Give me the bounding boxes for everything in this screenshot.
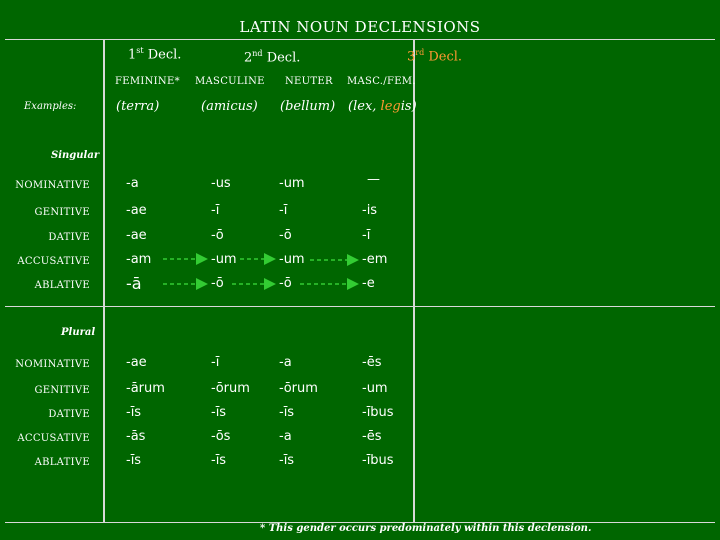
ending-cell: -īs [279,453,295,468]
case-label: DATIVE [48,409,90,420]
header-rule [5,39,715,40]
ending-cell: -us [211,176,231,191]
third-declension-header: 3rd Decl. [407,48,463,65]
singular-label: Singular [51,150,100,161]
ending-cell: -ēs [362,429,382,444]
example-lex: (lex, legis) [348,99,417,114]
ending-cell: -īs [211,453,227,468]
footer-rule [5,522,715,523]
ending-cell: -ō [211,276,224,291]
ending-cell: -ī [279,203,288,218]
ending-cell: -īs [279,405,295,420]
ending-cell: -am [126,252,152,267]
plural-label: Plural [61,327,96,338]
gender-neuter: NEUTER [285,76,333,87]
case-label: ACCUSATIVE [17,433,90,444]
footnote: * This gender occurs predominately withi… [260,523,592,534]
case-label: GENITIVE [34,385,90,396]
ending-cell: -ō [279,228,292,243]
ending-cell: -ā [126,274,142,293]
gender-masc-fem: MASC./FEM. [347,76,416,87]
example-terra: (terra) [116,99,160,114]
ending-cell: -um [279,252,305,267]
examples-label: Examples: [24,101,77,112]
ending-cell: -īs [126,453,142,468]
ending-cell: -is [362,203,378,218]
ending-cell: — [367,172,380,187]
ending-cell: -em [362,252,388,267]
ending-cell: -īs [126,405,142,420]
ending-cell: -ī [211,203,220,218]
ending-cell: -ae [126,228,147,243]
ending-cell: -e [362,276,375,291]
ending-cell: -ōrum [279,381,318,396]
ending-cell: -ārum [126,381,165,396]
ending-cell: -ae [126,203,147,218]
case-label: ABLATIVE [34,280,90,291]
example-bellum: (bellum) [280,99,336,114]
gender-masculine: MASCULINE [195,76,265,87]
ending-cell: -ēs [362,355,382,370]
ending-cell: -ō [211,228,224,243]
ending-cell: -a [279,355,292,370]
case-label: NOMINATIVE [15,359,90,370]
ending-cell: -ī [362,228,371,243]
second-declension-header: 2nd Decl. [244,49,301,66]
ending-cell: -ībus [362,405,394,420]
ending-cell: -um [362,381,388,396]
gender-feminine: FEMININE* [115,76,180,87]
column-divider [413,39,415,522]
ending-cell: -ae [126,355,147,370]
ending-cell: -um [211,252,237,267]
example-amicus: (amicus) [201,99,258,114]
ending-cell: -um [279,176,305,191]
ending-cell: -ās [126,429,146,444]
ending-cell: -ōrum [211,381,250,396]
case-label: ABLATIVE [34,457,90,468]
section-divider [5,306,715,307]
case-label: NOMINATIVE [15,180,90,191]
ending-cell: -ī [211,355,220,370]
page-title: LATIN NOUN DECLENSIONS [239,18,481,36]
ending-cell: -ībus [362,453,394,468]
ending-cell: -ō [279,276,292,291]
ending-cell: -īs [211,405,227,420]
case-label: ACCUSATIVE [17,256,90,267]
ending-cell: -a [279,429,292,444]
first-declension-header: 1st Decl. [128,46,182,63]
column-divider [103,39,105,522]
ending-cell: -a [126,176,139,191]
ending-cell: -ōs [211,429,231,444]
case-label: GENITIVE [34,207,90,218]
case-label: DATIVE [48,232,90,243]
